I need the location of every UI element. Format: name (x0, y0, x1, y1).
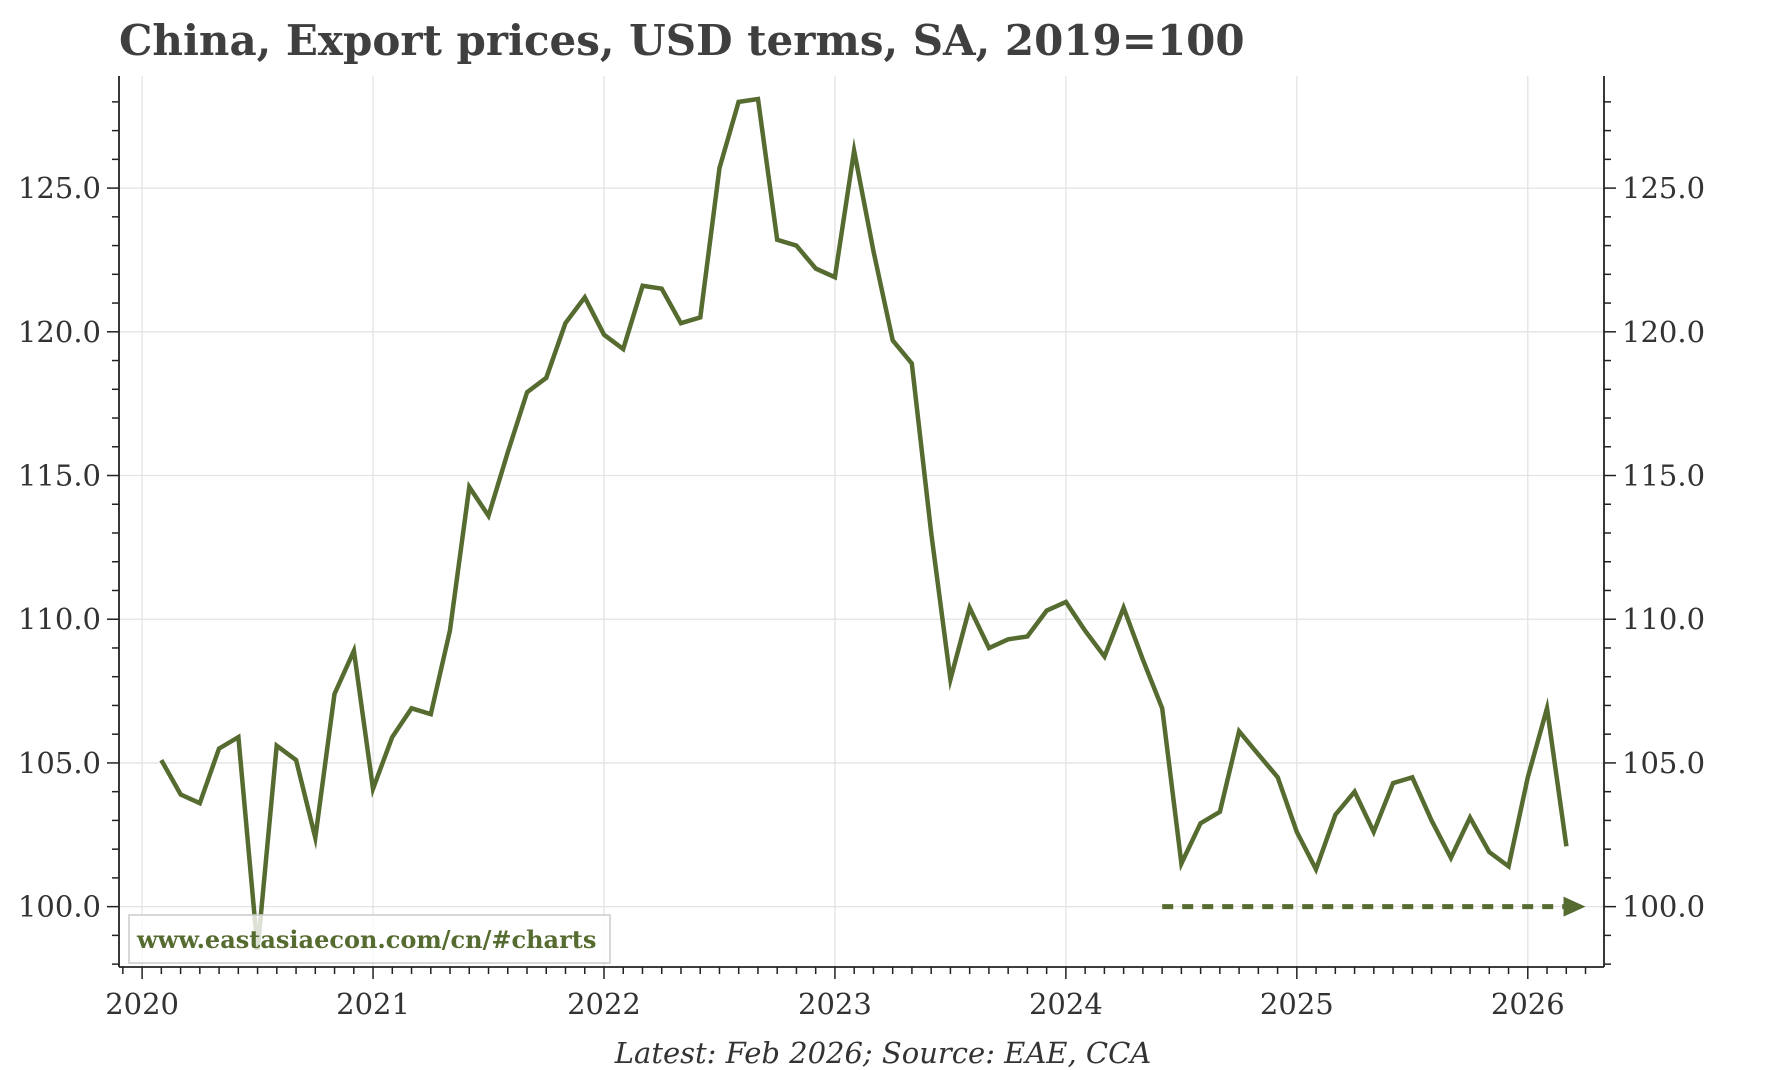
x-tick-label: 2025 (1260, 987, 1334, 1021)
y-tick-label-right: 120.0 (1622, 315, 1705, 349)
watermark: www.eastasiaecon.com/cn/#charts (128, 914, 611, 964)
y-tick-label-left: 125.0 (18, 171, 101, 205)
y-tick-label-left: 120.0 (18, 315, 101, 349)
y-tick-label-right: 125.0 (1622, 171, 1705, 205)
x-tick-label: 2023 (798, 987, 872, 1021)
projection-layer (1162, 896, 1586, 917)
series-line (159, 96, 1569, 951)
source-note: Latest: Feb 2026; Source: EAE, CCA (614, 1036, 1151, 1070)
watermark-box (128, 914, 611, 964)
y-tick-label-left: 105.0 (18, 746, 101, 780)
series-layer (159, 96, 1569, 951)
projection-arrowhead (1563, 896, 1586, 917)
y-tick-label-right: 110.0 (1622, 602, 1705, 636)
y-tick-label-right: 105.0 (1622, 746, 1705, 780)
chart-title: China, Export prices, USD terms, SA, 201… (119, 16, 1245, 65)
y-tick-label-left: 110.0 (18, 602, 101, 636)
x-tick-label: 2020 (105, 987, 179, 1021)
y-tick-label-right: 100.0 (1622, 890, 1705, 924)
y-tick-label-left: 115.0 (18, 459, 101, 493)
watermark-text: www.eastasiaecon.com/cn/#charts (136, 925, 596, 954)
grid-lines (119, 76, 1604, 967)
axes: 100.0 100.0 105.0 105.0 110.0 110.0 115.0 115.0… (18, 76, 1705, 1021)
y-tick-label-left: 100.0 (18, 890, 101, 924)
x-tick-label: 2026 (1491, 987, 1565, 1021)
x-tick-label: 2022 (567, 987, 641, 1021)
x-tick-label: 2024 (1029, 987, 1103, 1021)
x-tick-label: 2021 (336, 987, 410, 1021)
y-tick-label-right: 115.0 (1622, 459, 1705, 493)
